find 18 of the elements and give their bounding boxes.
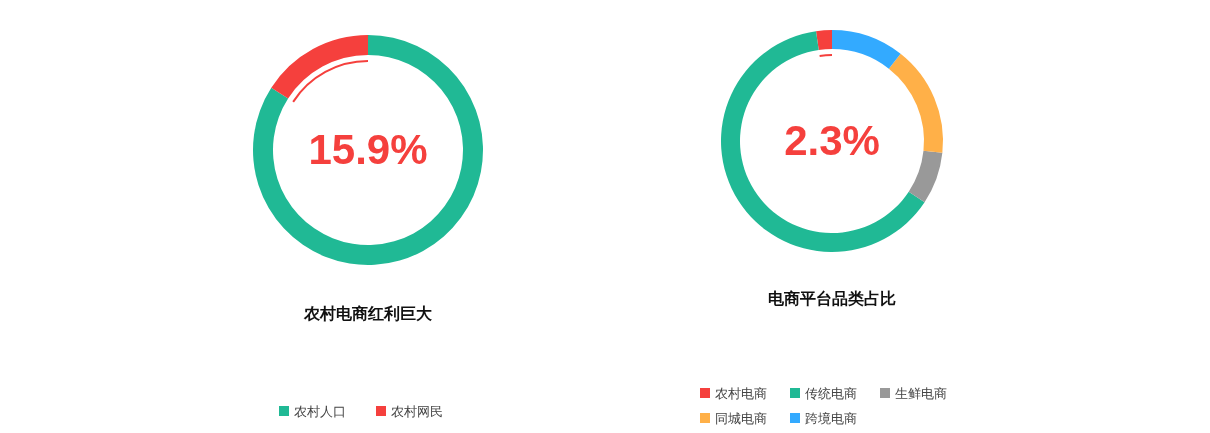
donut-slice	[253, 35, 483, 265]
legend-label: 农村网民	[391, 404, 443, 419]
text: 15.9%	[308, 126, 428, 173]
legend-label: 生鲜电商	[895, 386, 947, 401]
legend-label: 同城电商	[715, 411, 767, 426]
text: 农村电商红利巨大	[303, 305, 433, 322]
legend-label: 传统电商	[805, 386, 857, 401]
donut-slice	[832, 30, 901, 69]
legend-label: 农村人口	[294, 404, 346, 419]
donut-slice	[888, 53, 943, 153]
text: 2.3%	[784, 117, 880, 164]
legend-label: 农村电商	[715, 386, 767, 401]
donut-slice	[721, 31, 925, 252]
donut-slice	[908, 150, 943, 203]
donut-slice	[271, 35, 368, 99]
donut-slice	[816, 30, 832, 50]
legend-label: 跨境电商	[805, 411, 857, 426]
text: 电商平台品类占比	[768, 290, 896, 307]
